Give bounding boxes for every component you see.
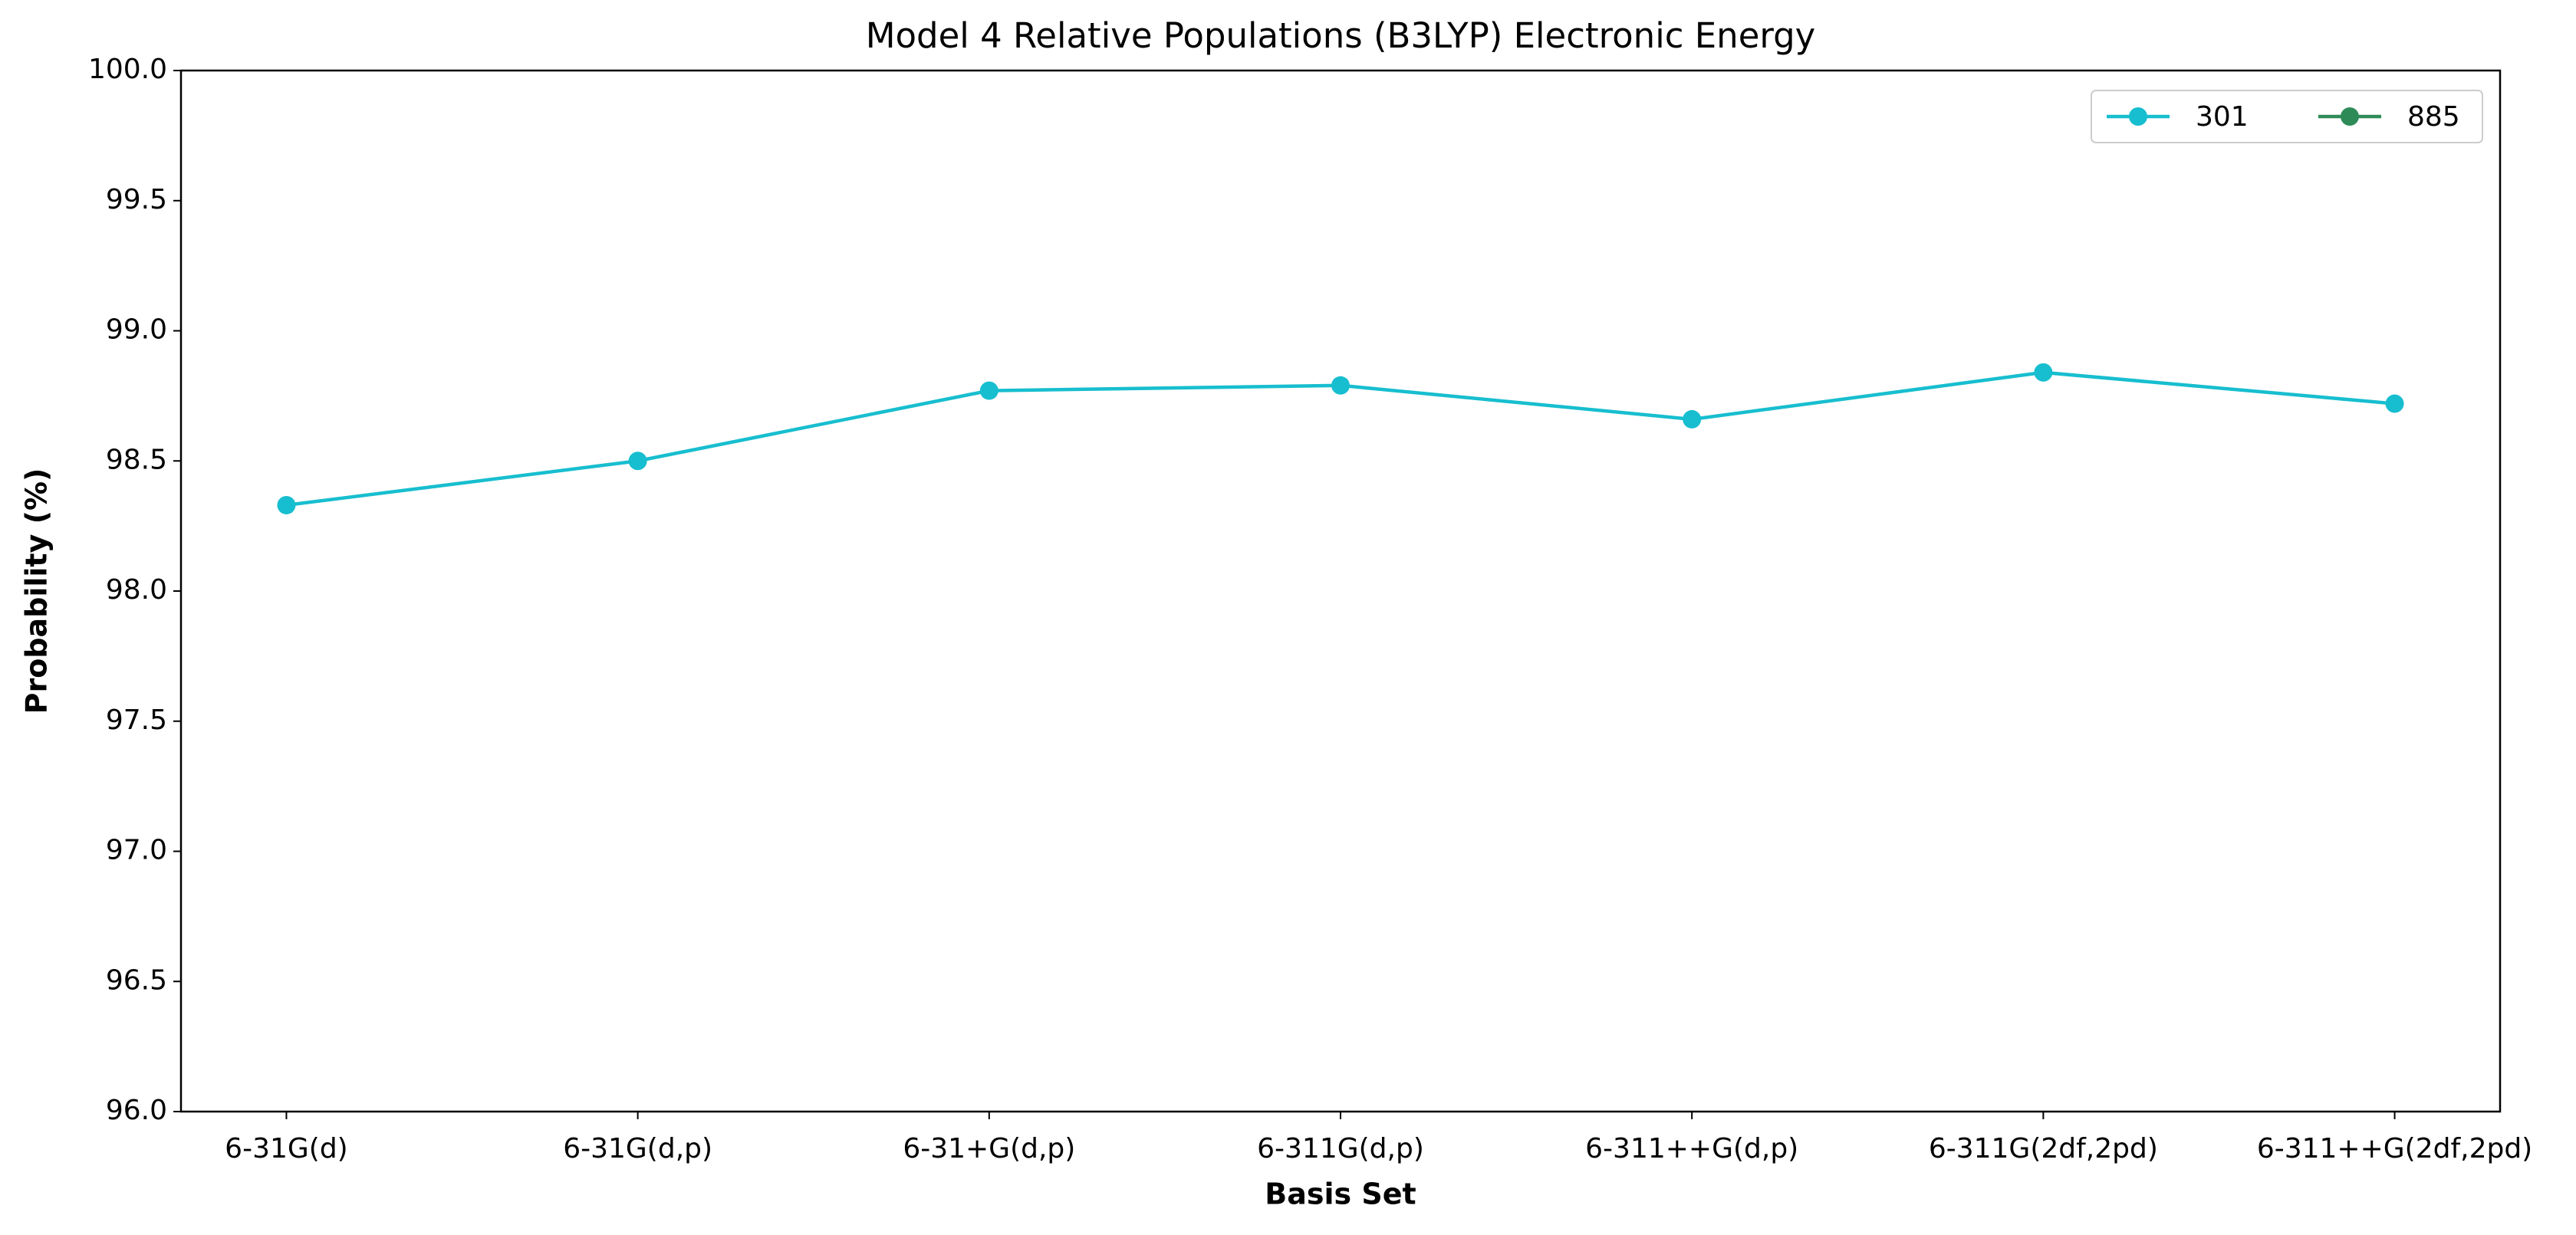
x-tick-label: 6-31G(d) — [225, 1133, 348, 1164]
x-tick-label: 6-31+G(d,p) — [903, 1133, 1075, 1164]
data-point — [1683, 409, 1702, 429]
x-tick-label: 6-311++G(2df,2pd) — [2257, 1133, 2532, 1164]
x-tick-label: 6-31G(d,p) — [563, 1133, 712, 1164]
chart-title: Model 4 Relative Populations (B3LYP) Ele… — [866, 15, 1816, 56]
legend-label: 885 — [2407, 101, 2460, 133]
legend-label: 301 — [2196, 101, 2249, 133]
data-point — [2034, 363, 2053, 382]
y-tick-label: 96.0 — [106, 1095, 167, 1126]
plot-frame — [179, 69, 2502, 1113]
legend-marker — [2129, 107, 2147, 126]
x-tick-label: 6-311++G(d,p) — [1585, 1133, 1798, 1164]
data-point — [979, 381, 998, 400]
legend: 301 885 — [2091, 90, 2483, 143]
legend-marker — [2341, 107, 2359, 126]
x-tick-label: 6-311G(d,p) — [1257, 1133, 1424, 1164]
y-axis-label: Probability (%) — [20, 468, 54, 714]
data-point — [1331, 376, 1350, 395]
y-tick-label: 97.0 — [106, 835, 167, 866]
data-point — [277, 495, 296, 514]
data-point — [628, 452, 647, 471]
data-point — [2385, 394, 2404, 413]
y-tick-label: 98.5 — [106, 444, 167, 475]
y-tick-label: 98.0 — [106, 574, 167, 606]
x-tick-label: 6-311G(2df,2pd) — [1929, 1133, 2158, 1164]
legend-box — [2091, 90, 2483, 143]
y-tick-label: 96.5 — [106, 964, 167, 996]
y-tick-label: 99.0 — [106, 314, 167, 346]
y-tick-label: 100.0 — [88, 54, 167, 85]
y-tick-label: 99.5 — [106, 184, 167, 215]
y-tick-label: 97.5 — [106, 705, 167, 736]
x-axis-label: Basis Set — [1265, 1178, 1416, 1211]
